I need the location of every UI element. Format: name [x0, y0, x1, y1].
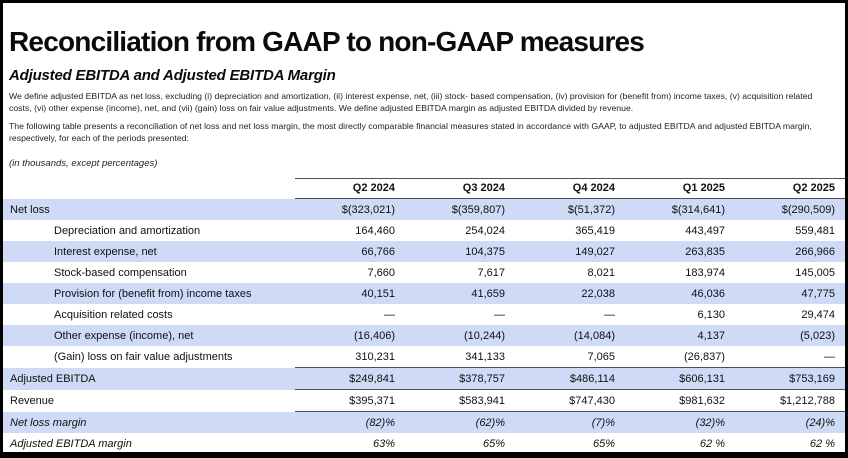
value-cell: (16,406) — [354, 329, 395, 342]
value-cell: $(290,509) — [781, 203, 835, 216]
value-cell: 66,766 — [361, 245, 395, 258]
reconciliation-table: Q2 2024 Q3 2024 Q4 2024 Q1 2025 Q2 2025 Net … — [3, 178, 845, 452]
value-cell: 47,775 — [801, 287, 835, 300]
column-header: Q4 2024 — [515, 178, 625, 200]
value-cell: (10,244) — [464, 329, 505, 342]
value-cell: (62)% — [475, 416, 505, 429]
table-row: Net loss $(323,021) $(359,807) $(51,372) $(3… — [3, 198, 845, 221]
table-row: (Gain) loss on fair value adjustments 310… — [3, 346, 845, 369]
row-label: Provision for (benefit from) income taxe… — [54, 287, 252, 300]
value-cell: $486,114 — [515, 367, 625, 391]
value-cell: $(359,807) — [451, 203, 505, 216]
table-header-row: Q2 2024 Q3 2024 Q4 2024 Q1 2025 Q2 2025 — [3, 178, 845, 200]
value-cell: $395,371 — [295, 389, 405, 413]
value-cell: 22,038 — [581, 287, 615, 300]
value-cell: 263,835 — [685, 245, 725, 258]
value-cell: 7,660 — [367, 266, 395, 279]
value-cell: 443,497 — [685, 224, 725, 237]
table-row: Adjusted EBITDA margin 63% 65% 65% 62 % 62 % — [3, 433, 845, 452]
row-label: Net loss margin — [10, 416, 87, 429]
value-cell: — — [494, 308, 505, 321]
table-row: Interest expense, net 66,766 104,375 149,02… — [3, 241, 845, 263]
value-cell: (32)% — [695, 416, 725, 429]
value-cell: $981,632 — [625, 389, 735, 413]
value-cell: 62 % — [699, 437, 725, 450]
definition-paragraph: We define adjusted EBITDA as net loss, e… — [9, 91, 813, 113]
table-row: Net loss margin (82)% (62)% (7)% (32)% (24)% — [3, 411, 845, 434]
value-cell: 7,617 — [477, 266, 505, 279]
value-cell: 365,419 — [575, 224, 615, 237]
row-label: Other expense (income), net — [54, 329, 194, 342]
table-intro-paragraph: The following table presents a reconcili… — [9, 121, 812, 143]
value-cell: (24)% — [805, 416, 835, 429]
value-cell: (7)% — [591, 416, 615, 429]
table-row: Depreciation and amortization 164,460 254,… — [3, 220, 845, 241]
value-cell: $(323,021) — [341, 203, 395, 216]
row-label: Net loss — [10, 203, 50, 216]
value-cell: $753,169 — [735, 367, 845, 391]
value-cell: — — [384, 308, 395, 321]
value-cell: 4,137 — [697, 329, 725, 342]
row-label: Adjusted EBITDA margin — [10, 437, 132, 450]
table-row: Revenue $395,371 $583,941 $747,430 $981,632 $… — [3, 389, 845, 413]
value-cell: (5,023) — [800, 329, 835, 342]
value-cell: 46,036 — [691, 287, 725, 300]
value-cell: — — [735, 346, 845, 369]
value-cell: (14,084) — [574, 329, 615, 342]
table-row: Other expense (income), net (16,406) (10,2… — [3, 325, 845, 347]
value-cell: $606,131 — [625, 367, 735, 391]
value-cell: — — [604, 308, 615, 321]
value-cell: 8,021 — [587, 266, 615, 279]
value-cell: 149,027 — [575, 245, 615, 258]
row-label: Interest expense, net — [54, 245, 157, 258]
units-note: (in thousands, except percentages) — [9, 158, 158, 170]
table-row: Stock-based compensation 7,660 7,617 8,021 1… — [3, 262, 845, 283]
value-cell: 65% — [592, 437, 615, 450]
value-cell: $(314,641) — [671, 203, 725, 216]
value-cell: $1,212,788 — [735, 389, 845, 413]
value-cell: 6,130 — [697, 308, 725, 321]
value-cell: 183,974 — [685, 266, 725, 279]
row-label: Adjusted EBITDA — [10, 372, 96, 385]
page-title: Reconciliation from GAAP to non-GAAP mea… — [9, 26, 645, 57]
value-cell: 7,065 — [515, 346, 625, 369]
table-row: Acquisition related costs — — — 6,130 29,474 — [3, 304, 845, 325]
value-cell: 41,659 — [471, 287, 505, 300]
value-cell: 254,024 — [465, 224, 505, 237]
value-cell: 62 % — [809, 437, 835, 450]
column-header: Q1 2025 — [625, 178, 735, 200]
value-cell: 65% — [482, 437, 505, 450]
row-label: Stock-based compensation — [54, 266, 187, 279]
value-cell: $747,430 — [515, 389, 625, 413]
value-cell: 559,481 — [795, 224, 835, 237]
value-cell: (26,837) — [625, 346, 735, 369]
row-label: Depreciation and amortization — [54, 224, 201, 237]
value-cell: $(51,372) — [567, 203, 615, 216]
value-cell: 164,460 — [355, 224, 395, 237]
value-cell: $378,757 — [405, 367, 515, 391]
value-cell: (82)% — [365, 416, 395, 429]
column-header: Q3 2024 — [405, 178, 515, 200]
value-cell: 63% — [372, 437, 395, 450]
value-cell: 40,151 — [361, 287, 395, 300]
value-cell: $249,841 — [295, 367, 405, 391]
value-cell: 341,133 — [405, 346, 515, 369]
row-label: (Gain) loss on fair value adjustments — [54, 351, 233, 364]
value-cell: 104,375 — [465, 245, 505, 258]
column-header: Q2 2024 — [295, 178, 405, 200]
row-label: Acquisition related costs — [54, 308, 173, 321]
column-header: Q2 2025 — [735, 178, 845, 200]
value-cell: 310,231 — [295, 346, 405, 369]
value-cell: 145,005 — [795, 266, 835, 279]
section-subtitle: Adjusted EBITDA and Adjusted EBITDA Marg… — [9, 67, 336, 85]
value-cell: 266,966 — [795, 245, 835, 258]
table-row: Provision for (benefit from) income taxe… — [3, 283, 845, 305]
table-row: Adjusted EBITDA $249,841 $378,757 $486,114 $… — [3, 367, 845, 391]
header-spacer — [3, 179, 295, 199]
row-label: Revenue — [10, 394, 55, 407]
value-cell: 29,474 — [801, 308, 835, 321]
value-cell: $583,941 — [405, 389, 515, 413]
